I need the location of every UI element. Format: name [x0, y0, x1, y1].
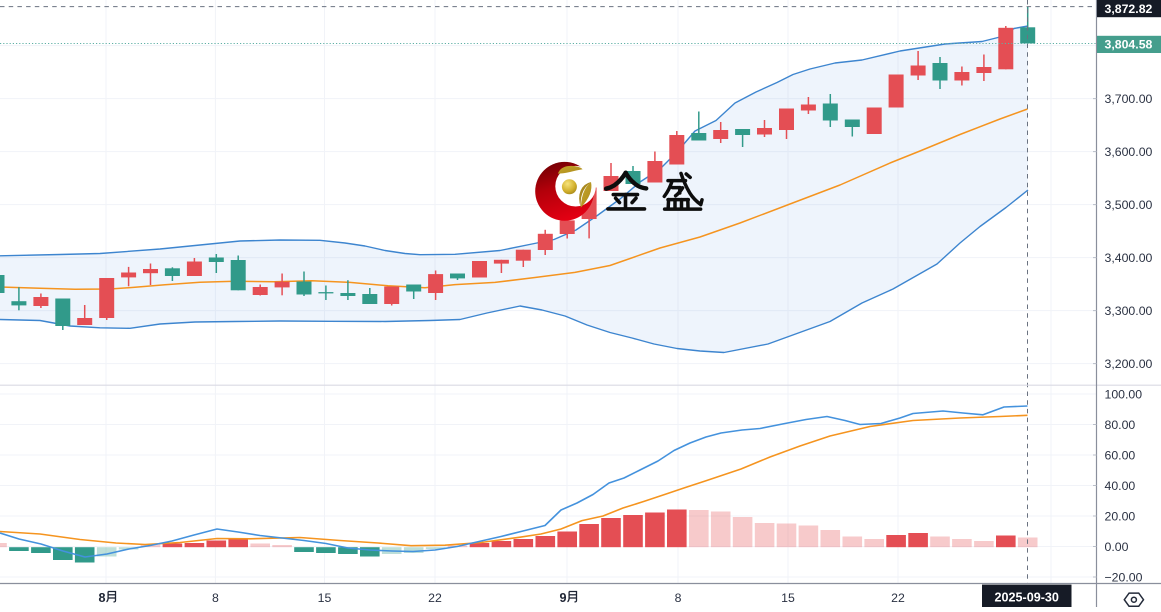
svg-text:20.00: 20.00	[1105, 509, 1136, 523]
svg-text:15: 15	[781, 591, 795, 605]
svg-text:8: 8	[212, 591, 219, 605]
svg-text:22: 22	[428, 591, 442, 605]
svg-text:3,600.00: 3,600.00	[1105, 145, 1153, 159]
svg-text:100.00: 100.00	[1105, 387, 1143, 401]
svg-text:3,700.00: 3,700.00	[1105, 92, 1153, 106]
svg-text:40.00: 40.00	[1105, 479, 1136, 493]
svg-text:3,400.00: 3,400.00	[1105, 251, 1153, 265]
svg-text:15: 15	[318, 591, 332, 605]
svg-text:−20.00: −20.00	[1105, 570, 1143, 584]
svg-text:9: 9	[559, 591, 566, 605]
svg-text:3,804.58: 3,804.58	[1105, 38, 1153, 52]
svg-text:22: 22	[891, 591, 905, 605]
svg-text:80.00: 80.00	[1105, 418, 1136, 432]
svg-text:3,500.00: 3,500.00	[1105, 198, 1153, 212]
svg-text:3,200.00: 3,200.00	[1105, 357, 1153, 371]
svg-text:3,872.82: 3,872.82	[1105, 2, 1153, 16]
svg-text:0.00: 0.00	[1105, 540, 1129, 554]
svg-text:60.00: 60.00	[1105, 448, 1136, 462]
svg-text:8: 8	[98, 591, 105, 605]
svg-text:8: 8	[675, 591, 682, 605]
svg-text:2025-09-30: 2025-09-30	[994, 591, 1058, 605]
svg-text:3,300.00: 3,300.00	[1105, 304, 1153, 318]
